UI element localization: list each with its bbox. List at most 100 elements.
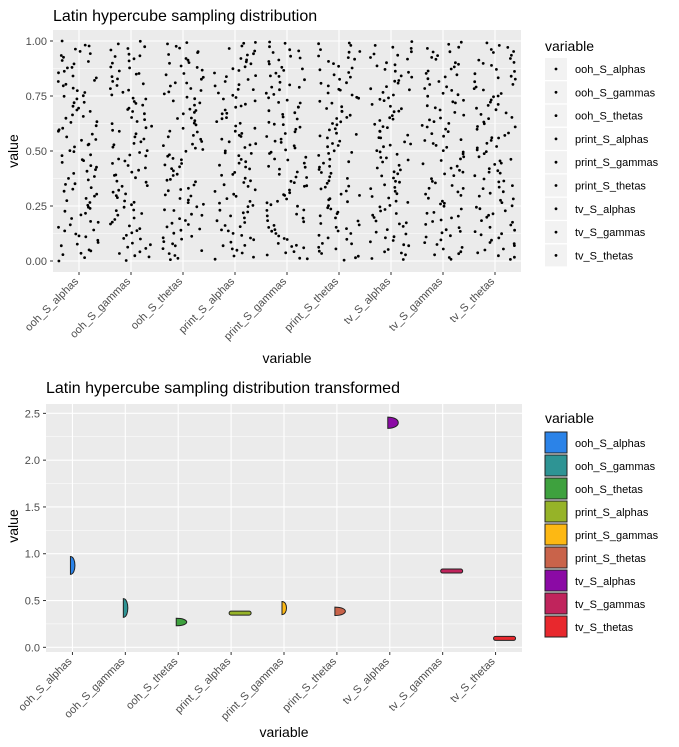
chart2-x-tick-label: ooh_S_alphas bbox=[16, 655, 75, 714]
chart1-point bbox=[401, 258, 405, 261]
chart1-point bbox=[436, 54, 439, 57]
chart1-point bbox=[344, 189, 348, 193]
chart1-point bbox=[431, 180, 434, 183]
chart1-legend-point bbox=[554, 90, 558, 94]
chart1-point bbox=[499, 92, 503, 95]
chart1-point bbox=[77, 234, 81, 238]
chart1-point bbox=[194, 180, 197, 184]
chart1-point bbox=[437, 80, 441, 83]
chart1-point bbox=[220, 112, 224, 116]
chart1-point bbox=[345, 81, 348, 85]
chart1-point bbox=[229, 214, 233, 218]
chart1-point bbox=[166, 189, 170, 193]
chart1-point bbox=[511, 83, 515, 86]
chart1-point bbox=[277, 75, 281, 78]
chart1-point bbox=[110, 75, 114, 78]
chart1-y-tick-label: 0.00 bbox=[26, 256, 47, 268]
chart1-point bbox=[188, 107, 192, 111]
chart1-point bbox=[61, 84, 65, 88]
chart1-point bbox=[456, 93, 460, 97]
chart1-point bbox=[243, 244, 247, 247]
chart1-point bbox=[392, 176, 395, 180]
chart1-point bbox=[439, 159, 443, 162]
chart1-point bbox=[200, 68, 204, 72]
chart1-point bbox=[305, 184, 309, 188]
chart1-point bbox=[493, 163, 497, 166]
chart1-point bbox=[187, 61, 191, 64]
chart1-point bbox=[166, 42, 169, 46]
chart1-point bbox=[325, 107, 328, 110]
chart1-point bbox=[407, 70, 410, 74]
chart1-point bbox=[513, 77, 517, 81]
chart1-point bbox=[496, 94, 500, 98]
chart1-point bbox=[269, 74, 272, 78]
chart1-point bbox=[370, 257, 374, 260]
chart1-point bbox=[473, 80, 477, 84]
chart1-point bbox=[225, 111, 229, 115]
chart1-point bbox=[326, 145, 329, 149]
chart1-point bbox=[423, 139, 427, 142]
chart1-point bbox=[65, 199, 69, 203]
chart1-point bbox=[141, 82, 145, 86]
chart1-point bbox=[297, 49, 301, 53]
chart1-point bbox=[131, 241, 134, 245]
chart1-point bbox=[303, 78, 306, 82]
chart1-point bbox=[337, 64, 340, 68]
chart1-point bbox=[488, 241, 492, 244]
chart1-point bbox=[167, 252, 171, 256]
chart1-point bbox=[134, 102, 138, 105]
chart1-point bbox=[199, 137, 203, 141]
chart1-point bbox=[124, 192, 127, 196]
chart1-point bbox=[292, 250, 296, 254]
chart1-point bbox=[332, 62, 335, 65]
chart1-point bbox=[254, 41, 257, 44]
chart1-point bbox=[227, 140, 231, 144]
chart1-point bbox=[169, 178, 172, 181]
chart2-legend-label: print_S_alphas bbox=[575, 507, 649, 519]
chart1-point bbox=[475, 148, 479, 152]
chart1-point bbox=[144, 126, 148, 130]
chart1-point bbox=[336, 144, 340, 147]
chart1-point bbox=[122, 205, 126, 209]
chart1-point bbox=[378, 119, 382, 122]
chart1-point bbox=[420, 124, 424, 127]
chart1-point bbox=[114, 209, 118, 213]
chart1-point bbox=[249, 152, 253, 155]
chart1-point bbox=[292, 144, 296, 148]
chart1-point bbox=[127, 224, 131, 228]
chart1-point bbox=[317, 249, 321, 253]
chart1-point bbox=[83, 43, 87, 47]
chart1-point bbox=[233, 129, 237, 133]
chart2-y-tick-label: 0.0 bbox=[25, 642, 40, 654]
chart1-point bbox=[246, 53, 249, 57]
chart1-point bbox=[68, 223, 72, 227]
chart1-point bbox=[334, 225, 338, 229]
chart1-point bbox=[393, 186, 397, 189]
chart1-point bbox=[267, 62, 271, 66]
chart1-point bbox=[116, 77, 119, 81]
chart1-point bbox=[94, 168, 97, 172]
chart1-point bbox=[288, 83, 292, 87]
chart1-point bbox=[79, 251, 83, 255]
chart1-point bbox=[328, 164, 331, 168]
chart1-point bbox=[459, 157, 462, 161]
chart1-point bbox=[139, 237, 142, 241]
chart1-point bbox=[385, 156, 388, 160]
chart1-point bbox=[67, 177, 70, 180]
chart1-point bbox=[393, 189, 397, 193]
chart1-point bbox=[246, 205, 250, 209]
chart1-point bbox=[459, 40, 463, 44]
chart1-point bbox=[281, 115, 285, 119]
chart1-point bbox=[335, 123, 339, 127]
chart1-point bbox=[222, 183, 226, 187]
chart1-point bbox=[184, 149, 188, 153]
chart2-x-tick-label: print_S_thetas bbox=[280, 655, 339, 714]
chart1-point bbox=[237, 161, 241, 165]
chart2-y-tick-label: 1.5 bbox=[25, 502, 40, 514]
chart1-point bbox=[265, 201, 269, 205]
chart1-point bbox=[378, 129, 382, 133]
chart1-point bbox=[385, 61, 388, 65]
chart1-point bbox=[171, 174, 175, 177]
chart1-x-tick-label: tv_S_gammas bbox=[387, 275, 446, 334]
chart1-point bbox=[185, 95, 189, 99]
